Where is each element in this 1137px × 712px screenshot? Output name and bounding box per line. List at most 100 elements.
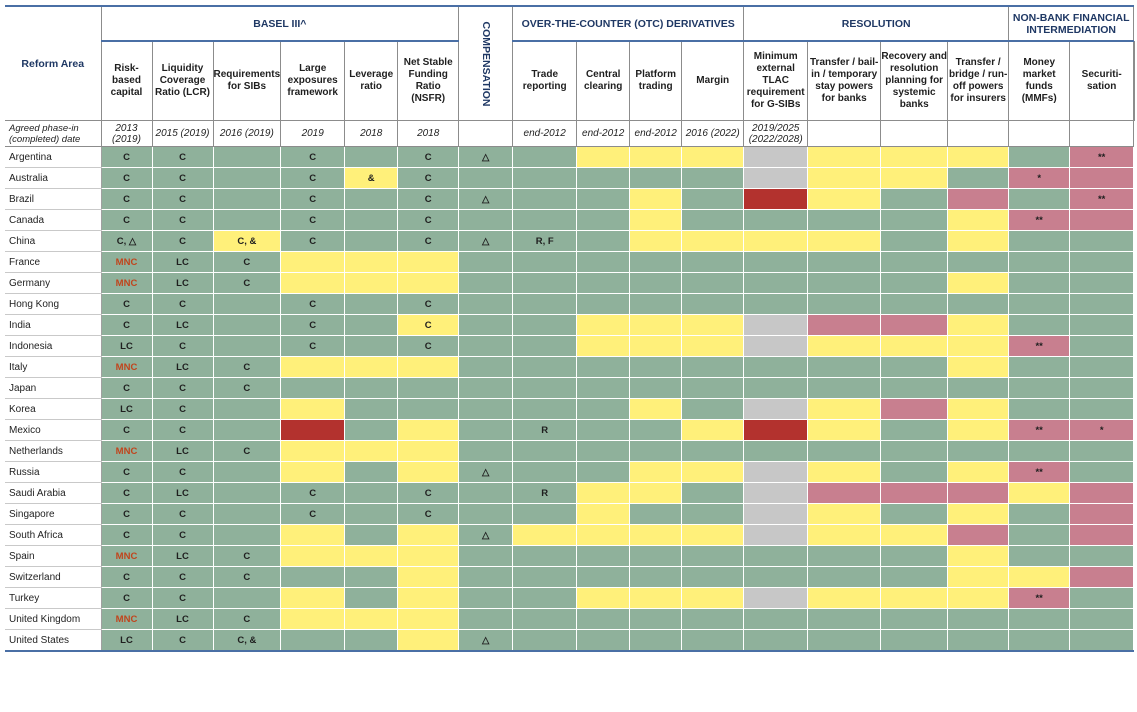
column-header: Platform trading	[629, 41, 683, 121]
status-cell	[280, 629, 346, 652]
status-cell	[947, 356, 1010, 378]
status-cell	[743, 167, 809, 189]
country-name: Mexico	[5, 419, 102, 441]
column-header: Requirements for SIBs	[212, 41, 282, 121]
status-cell	[280, 272, 346, 294]
status-cell: R, F	[512, 230, 578, 252]
column-header: Leverage ratio	[344, 41, 399, 121]
status-cell: C	[397, 167, 460, 189]
column-header: Minimum external TLAC requirement for G-…	[743, 41, 809, 121]
status-cell	[212, 146, 282, 168]
status-cell	[280, 356, 346, 378]
status-cell	[681, 608, 745, 630]
phase-in-date: 2019	[280, 120, 346, 147]
status-cell: C	[212, 272, 282, 294]
status-cell	[1069, 230, 1135, 252]
status-cell	[458, 545, 514, 567]
status-cell	[344, 377, 399, 399]
status-cell	[629, 545, 683, 567]
status-cell	[681, 545, 745, 567]
status-cell: LC	[151, 440, 214, 462]
status-cell: C	[100, 482, 153, 504]
country-name: Turkey	[5, 587, 102, 609]
status-cell: **	[1008, 461, 1071, 483]
table-row: Australia C C C & C *	[5, 167, 1135, 189]
status-cell	[681, 209, 745, 231]
status-cell	[512, 608, 578, 630]
status-cell	[1069, 524, 1135, 546]
phase-in-date	[1008, 120, 1071, 147]
status-cell: C	[397, 209, 460, 231]
status-cell	[947, 398, 1010, 420]
country-name: United Kingdom	[5, 608, 102, 630]
status-cell	[681, 167, 745, 189]
status-cell: LC	[100, 398, 153, 420]
status-cell	[807, 146, 882, 168]
status-cell	[681, 146, 745, 168]
status-cell	[947, 440, 1010, 462]
status-cell	[1069, 356, 1135, 378]
status-cell	[629, 335, 683, 357]
status-cell	[576, 398, 631, 420]
status-cell: C	[397, 146, 460, 168]
status-cell: C	[151, 419, 214, 441]
status-cell	[397, 566, 460, 588]
status-cell	[344, 272, 399, 294]
status-cell	[458, 482, 514, 504]
status-cell	[1069, 398, 1135, 420]
country-name: Spain	[5, 545, 102, 567]
status-cell	[1069, 335, 1135, 357]
status-cell	[1069, 566, 1135, 588]
status-cell	[1008, 356, 1071, 378]
status-cell: LC	[151, 251, 214, 273]
status-cell	[743, 251, 809, 273]
status-cell: LC	[100, 335, 153, 357]
status-cell	[880, 482, 949, 504]
status-cell	[681, 377, 745, 399]
status-cell	[743, 293, 809, 315]
status-cell: △	[458, 146, 514, 168]
status-cell	[807, 251, 882, 273]
status-cell	[397, 419, 460, 441]
status-cell	[344, 482, 399, 504]
column-header	[1133, 41, 1136, 121]
status-cell	[743, 314, 809, 336]
status-cell	[512, 461, 578, 483]
status-cell: C	[280, 146, 346, 168]
status-cell	[629, 356, 683, 378]
phase-in-date: 2018	[344, 120, 399, 147]
country-name: India	[5, 314, 102, 336]
status-cell: C	[151, 335, 214, 357]
table-row: South Africa C C △	[5, 524, 1135, 546]
status-cell	[1008, 482, 1071, 504]
status-cell	[880, 314, 949, 336]
status-cell	[880, 209, 949, 231]
status-cell: C	[100, 314, 153, 336]
status-cell	[576, 524, 631, 546]
status-cell	[1008, 608, 1071, 630]
status-cell	[458, 356, 514, 378]
status-cell: C	[397, 188, 460, 210]
status-cell	[681, 587, 745, 609]
status-cell: C	[100, 503, 153, 525]
status-cell	[512, 566, 578, 588]
status-cell	[458, 608, 514, 630]
status-cell	[880, 251, 949, 273]
column-header: Liquidity Coverage Ratio (LCR)	[151, 41, 214, 121]
status-cell: C	[280, 503, 346, 525]
status-cell	[681, 440, 745, 462]
status-cell	[344, 566, 399, 588]
status-cell	[576, 608, 631, 630]
status-cell	[576, 545, 631, 567]
status-cell	[681, 398, 745, 420]
status-cell	[629, 398, 683, 420]
country-name: Indonesia	[5, 335, 102, 357]
status-cell	[1008, 398, 1071, 420]
status-cell	[880, 398, 949, 420]
status-cell	[1008, 146, 1071, 168]
status-cell: MNC	[100, 545, 153, 567]
status-cell	[629, 251, 683, 273]
status-cell	[458, 440, 514, 462]
column-header: Large exposures framework	[280, 41, 346, 121]
status-cell	[576, 482, 631, 504]
